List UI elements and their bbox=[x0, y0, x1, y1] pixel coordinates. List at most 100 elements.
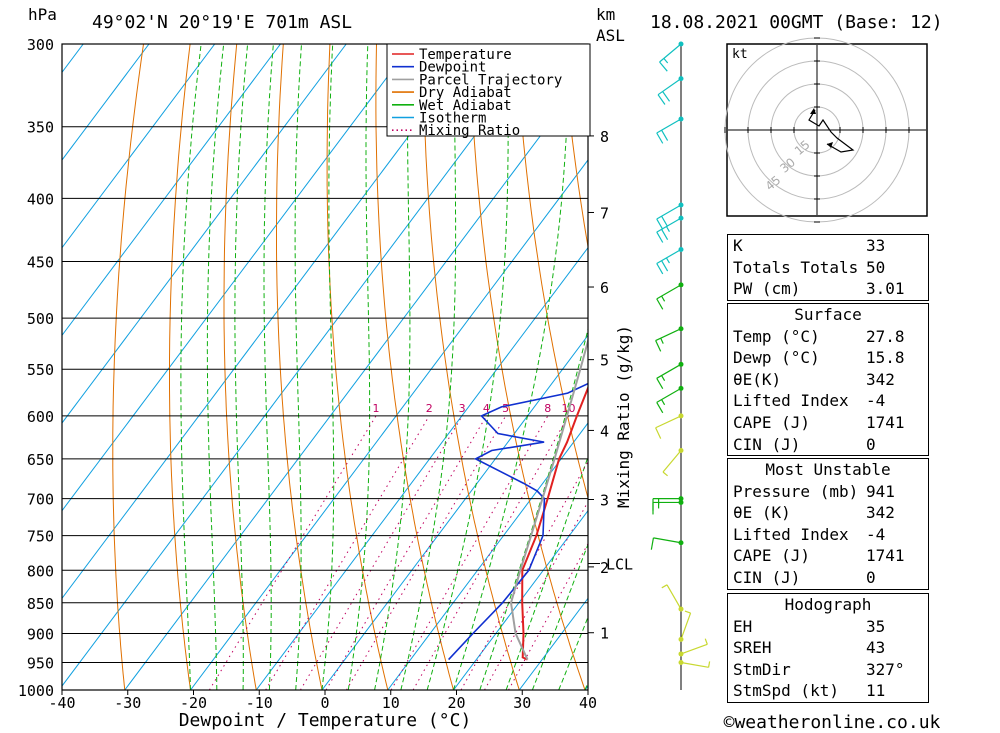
temp-tick-label: 20 bbox=[447, 694, 465, 712]
pressure-tick-label: 950 bbox=[27, 654, 54, 672]
diagram-grid: 12345810162025 bbox=[62, 44, 588, 690]
temp-tick-label: -30 bbox=[114, 694, 141, 712]
wind-barb-flag bbox=[704, 638, 708, 645]
hodograph-table: Hodograph EH 35 SREH 43 StmDir 327° StmSpd … bbox=[727, 593, 929, 703]
wind-barb-flag bbox=[661, 584, 668, 589]
axes: 3003504004505005506006507007508008509009… bbox=[18, 36, 633, 712]
isotherm-line bbox=[124, 71, 588, 690]
hpa-label: hPa bbox=[28, 5, 57, 24]
legend-item-label: Wet Adiabat bbox=[419, 98, 512, 114]
mixing-ratio-label: 1 bbox=[372, 402, 379, 415]
wind-barb-shaft bbox=[659, 43, 682, 63]
isotherm-line bbox=[321, 334, 588, 690]
km-tick-label: 6 bbox=[600, 279, 609, 297]
km-tick-label: 7 bbox=[600, 204, 609, 222]
location-title: 49°02'N 20°19'E 701m ASL bbox=[92, 12, 352, 33]
mixing-ratio-line bbox=[208, 415, 377, 690]
isotherm-line bbox=[453, 509, 588, 690]
isotherm-line bbox=[62, 44, 281, 337]
wind-barb-shaft bbox=[656, 284, 682, 300]
datetime-title: 18.08.2021 00GMT (Base: 12) bbox=[650, 12, 943, 33]
wind-barb-shaft bbox=[656, 363, 682, 379]
wind-barb-shaft bbox=[656, 217, 682, 233]
dry-adiabat-line bbox=[562, 44, 588, 250]
temp-tick-label: -20 bbox=[180, 694, 207, 712]
pressure-tick-label: 700 bbox=[27, 491, 54, 509]
asl-label: ASL bbox=[596, 26, 625, 45]
wind-barb-flag bbox=[665, 226, 670, 233]
credit: ©weatheronline.co.uk bbox=[724, 712, 941, 733]
legend-item-label: Mixing Ratio bbox=[419, 123, 520, 139]
temp-tick-label: 30 bbox=[513, 694, 531, 712]
wind-barb-flag bbox=[657, 94, 666, 105]
mixing-ratio-label: 2 bbox=[426, 402, 433, 415]
mixing-ratio-label: 8 bbox=[544, 402, 551, 415]
pressure-tick-label: 450 bbox=[27, 254, 54, 272]
index-row: K 33 bbox=[733, 236, 886, 255]
wind-barb-flag bbox=[656, 402, 664, 414]
pressure-tick-label: 1000 bbox=[18, 682, 54, 700]
mixing-ratio-line bbox=[460, 460, 588, 690]
wind-barb-shaft bbox=[653, 537, 682, 544]
temp-tick-label: 10 bbox=[382, 694, 400, 712]
legend-item-label: Parcel Trajectory bbox=[419, 72, 562, 88]
wind-barb-flag bbox=[661, 229, 669, 241]
temp-tick-label: 40 bbox=[579, 694, 597, 712]
temp-tick-label: -10 bbox=[246, 694, 273, 712]
wind-barb-shaft bbox=[655, 328, 682, 342]
wet-adiabat-line bbox=[234, 44, 249, 690]
temp-tick-label: 0 bbox=[320, 694, 329, 712]
wind-barb-flag bbox=[655, 427, 662, 439]
km-label: km bbox=[596, 5, 615, 24]
dewpoint-line bbox=[448, 382, 588, 661]
mixing-ratio-label: 3 bbox=[459, 402, 466, 415]
pressure-tick-label: 300 bbox=[27, 36, 54, 54]
mixing-ratio-axis-label: Mixing Ratio (g/kg) bbox=[614, 325, 633, 508]
wind-barb-flag bbox=[662, 91, 671, 102]
wind-barb-shaft bbox=[662, 450, 682, 473]
legend-item-label: Isotherm bbox=[419, 111, 486, 127]
index-row: Totals Totals 50 bbox=[733, 257, 886, 277]
wind-barb-flag bbox=[656, 132, 664, 144]
pressure-tick-label: 750 bbox=[27, 528, 54, 546]
km-tick-label: 2 bbox=[600, 559, 609, 577]
wind-barb-shaft bbox=[666, 584, 682, 610]
most-unstable-table: Most Unstable Pressure (mb) 941 θE (K) 342… bbox=[727, 458, 929, 590]
wind-barb-flag bbox=[656, 298, 664, 310]
wind-barbs bbox=[650, 41, 711, 690]
index-row: PW (cm) 3.01 bbox=[733, 279, 905, 299]
wind-barb-flag bbox=[707, 661, 711, 668]
legend-item-label: Dry Adiabat bbox=[419, 85, 512, 101]
hodograph-trace bbox=[808, 109, 855, 153]
wet-adiabat-line bbox=[180, 44, 202, 690]
mixing-ratio-label: 4 bbox=[483, 402, 490, 415]
temp-tick-label: -40 bbox=[48, 694, 75, 712]
temperature-line bbox=[521, 385, 588, 661]
wet-adiabat-line bbox=[453, 44, 570, 690]
wind-barb-shaft bbox=[655, 415, 682, 429]
x-axis-label: Dewpoint / Temperature (°C) bbox=[179, 710, 472, 731]
wind-barb-flag bbox=[661, 399, 666, 406]
mixing-ratio-label: 5 bbox=[502, 402, 509, 415]
wind-barb-flag bbox=[655, 340, 662, 352]
hodograph-unit: kt bbox=[732, 47, 748, 62]
wind-barb-shaft bbox=[656, 248, 682, 265]
lcl-label: LCL bbox=[606, 556, 633, 574]
km-tick-label: 5 bbox=[600, 352, 609, 370]
wind-barb-flag bbox=[663, 58, 669, 64]
isotherm-line bbox=[62, 44, 544, 687]
wind-barb-shaft bbox=[656, 204, 682, 220]
wind-barb-flag bbox=[662, 471, 668, 477]
hodograph-arrow bbox=[810, 108, 816, 114]
wind-barb-flag bbox=[661, 375, 666, 382]
pressure-tick-label: 900 bbox=[27, 625, 54, 643]
pressure-tick-label: 550 bbox=[27, 361, 54, 379]
surface-table: Surface Temp (°C) 27.8 Dewp (°C) 15.8 θE(K… bbox=[727, 303, 929, 457]
wind-barb-flag bbox=[661, 215, 669, 227]
surface-title: Surface bbox=[794, 305, 862, 324]
wind-barb-flag bbox=[656, 218, 664, 230]
km-tick-label: 1 bbox=[600, 625, 609, 643]
